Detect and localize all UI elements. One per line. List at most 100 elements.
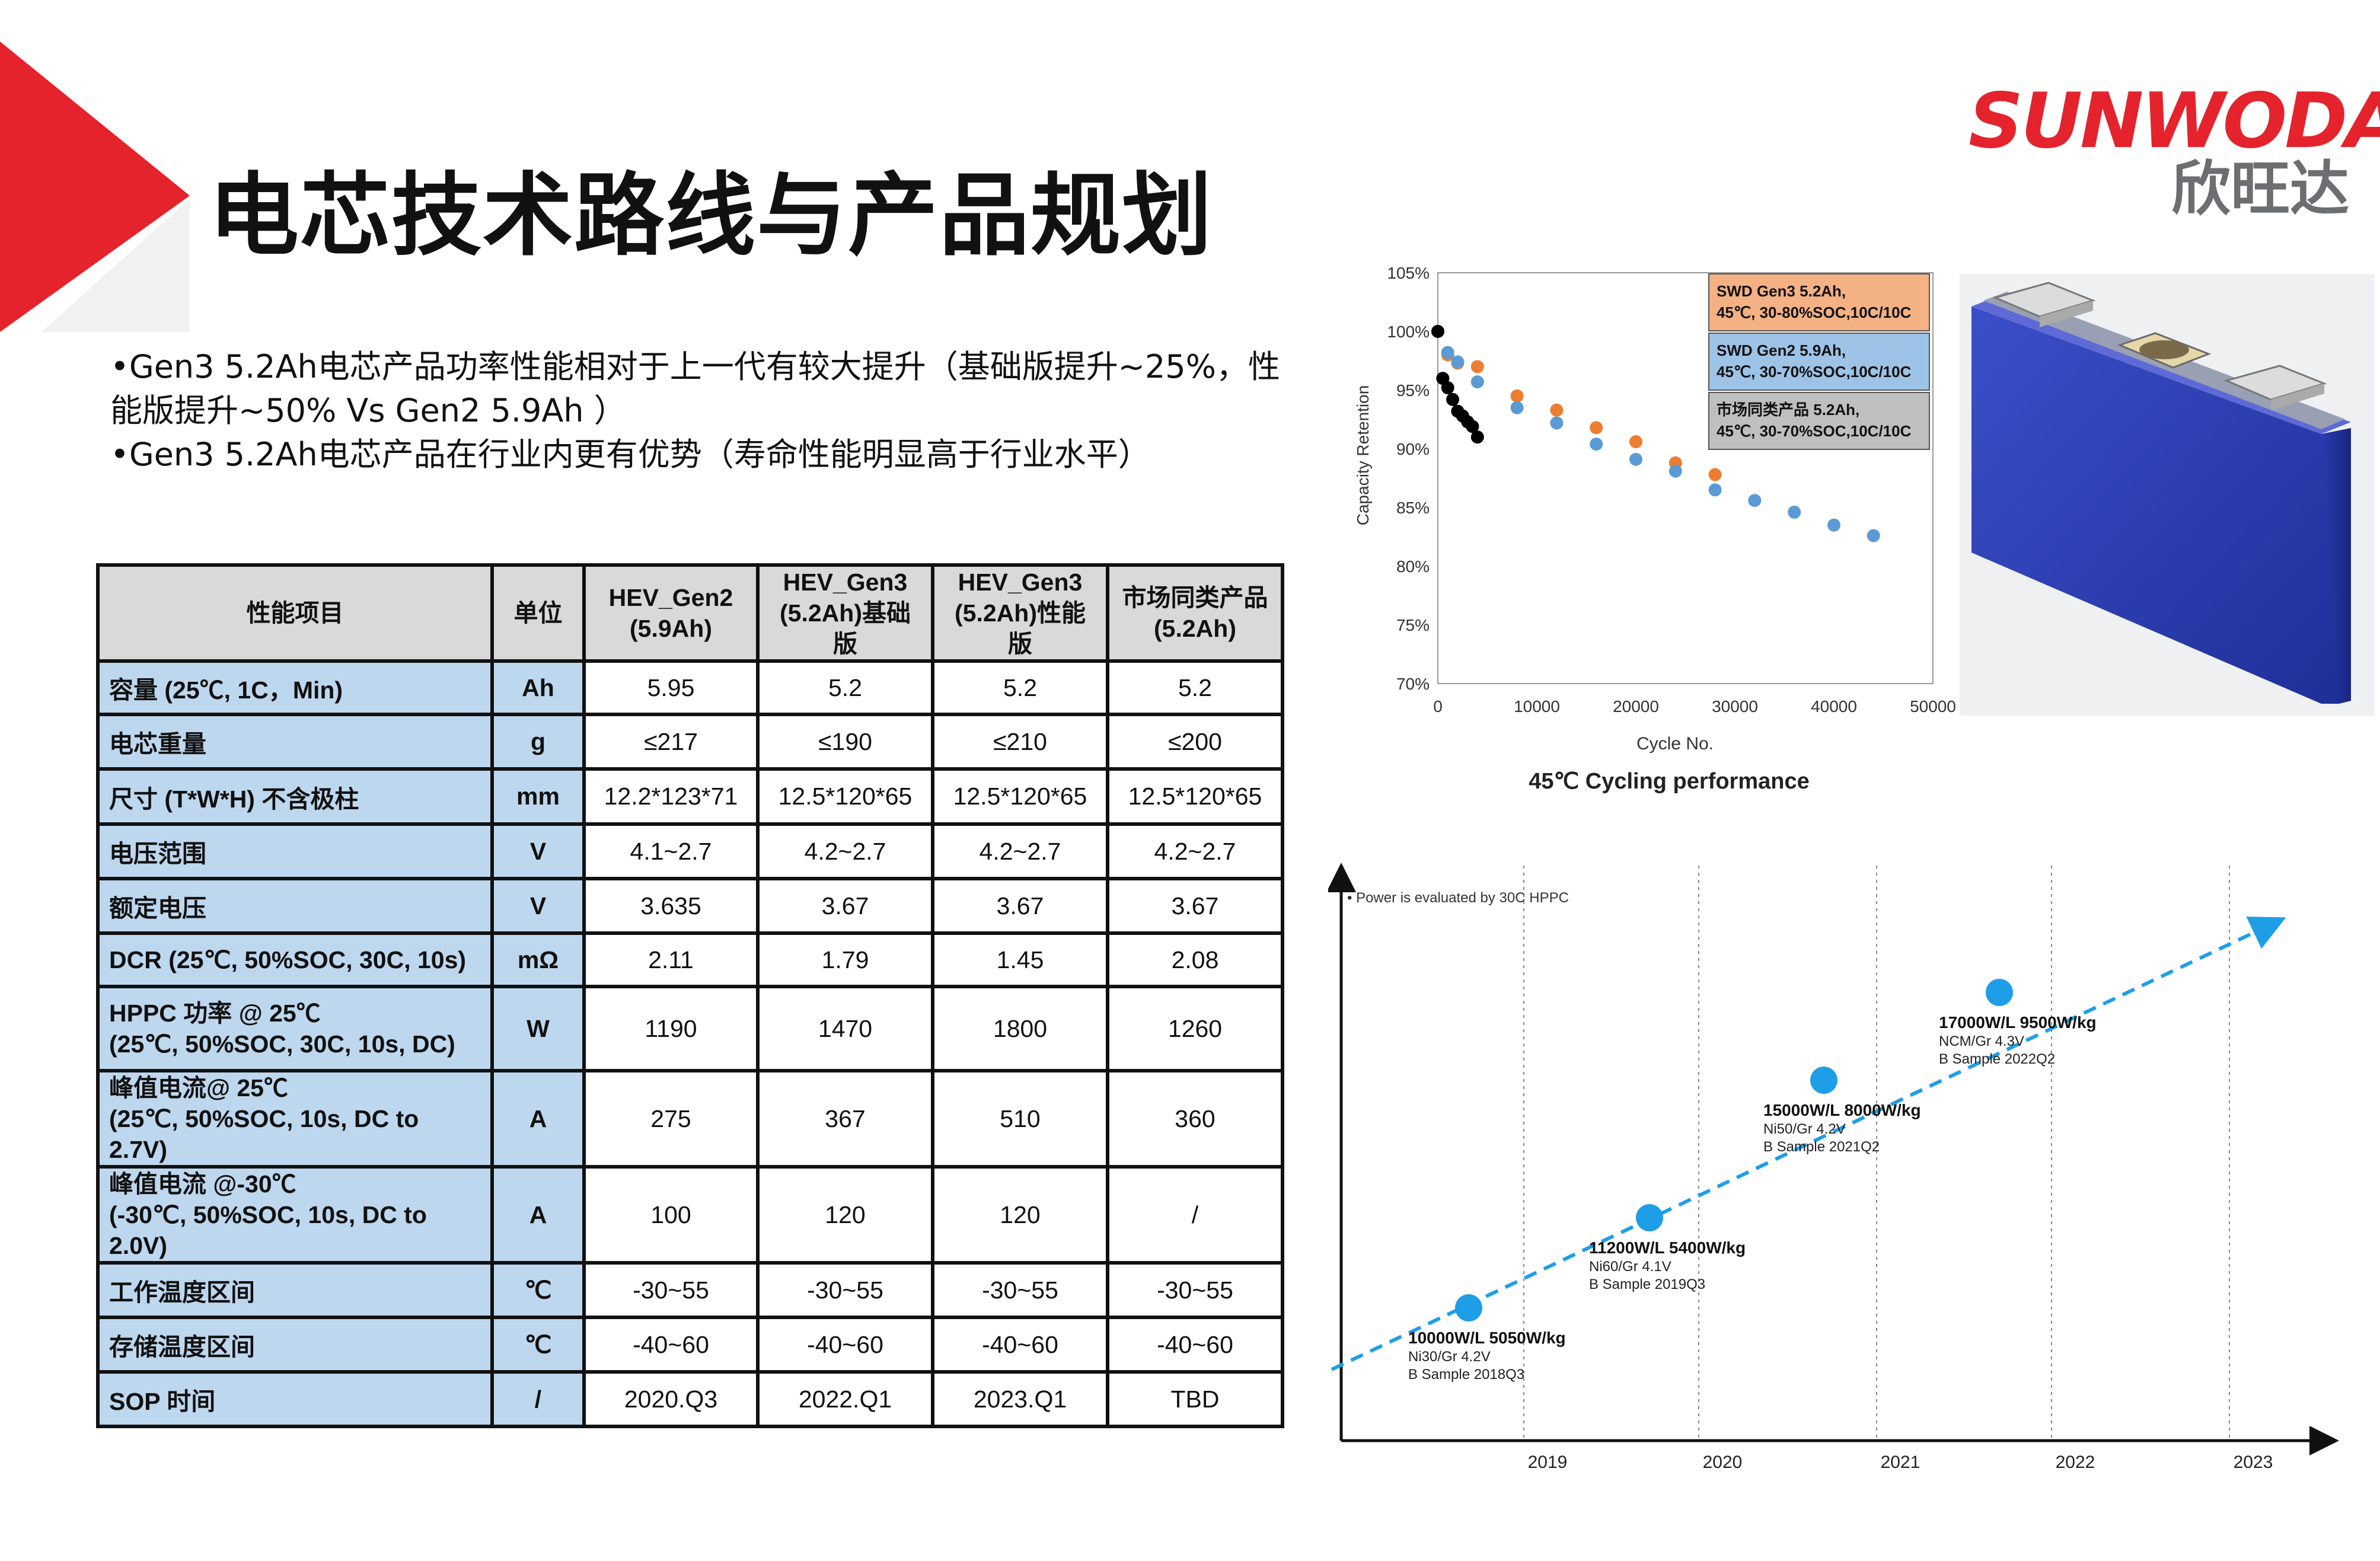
trend-line [1331, 917, 2286, 1371]
roadmap-point [1810, 1067, 1837, 1094]
header-text: HEV_Gen3 [958, 569, 1083, 596]
legend-entry [1708, 273, 1930, 331]
header-text: (5.2Ah) [1154, 615, 1236, 642]
row-label: DCR (25℃, 50%SOC, 30C, 10s) [96, 931, 494, 988]
row-unit: g [490, 713, 586, 771]
y-tick-label: 95% [1396, 381, 1430, 400]
logo-text-en: SUNWODA [1969, 77, 2380, 165]
header-text: 市场同类产品 [1122, 584, 1268, 611]
row-value: -40~60 [931, 1316, 1109, 1374]
row-value: 12.2*123*71 [582, 767, 760, 826]
data-point [1510, 389, 1524, 403]
table-row: 峰值电流 @-30℃ (-30℃, 50%SOC, 10s, DC to 2.0… [96, 1165, 1284, 1265]
row-value: TBD [1106, 1370, 1284, 1428]
row-value: ≤210 [931, 713, 1109, 771]
year-tick-label: 2021 [1881, 1453, 1920, 1472]
data-point [1470, 360, 1484, 374]
table-header-cell: 性能项目 [96, 563, 494, 663]
data-point [1470, 375, 1484, 389]
chart-axes: 70% 75% 80% 85% 90% 95% 100% 105% 0 10000 20000 300… [1387, 264, 1956, 716]
year-tick-label: 2019 [1528, 1453, 1568, 1472]
row-unit: A [490, 1069, 586, 1169]
legend-label: SWD Gen2 5.9Ah, [1717, 341, 1846, 359]
roadmap-point-chem: Ni60/Gr 4.1V [1589, 1259, 1671, 1275]
table-row: 电芯重量 g ≤217 ≤190 ≤210 ≤200 [96, 713, 1284, 771]
y-tick-label: 70% [1396, 675, 1430, 693]
year-tick-label: 2023 [2234, 1453, 2273, 1472]
row-value: 5.2 [756, 659, 934, 716]
x-tick-label: 10000 [1514, 697, 1560, 716]
row-label-text: 容量 (25℃, 1C，Min) [109, 676, 343, 704]
row-unit: / [490, 1370, 586, 1428]
row-value: 12.5*120*65 [1106, 767, 1284, 826]
table-row: 电压范围 V 4.1~2.7 4.2~2.7 4.2~2.7 4.2~2.7 [96, 822, 1284, 880]
header-text: 性能项目 [246, 599, 344, 627]
data-point [1629, 435, 1642, 449]
header-text: (5.2Ah)基础版 [780, 599, 911, 657]
x-tick-label: 40000 [1811, 697, 1857, 716]
row-value: 2020.Q3 [582, 1370, 760, 1428]
sunwoda-logo: SUNWODA 欣旺达 [1969, 77, 2380, 225]
header-text: 单位 [513, 599, 563, 627]
row-label-text: DCR (25℃, 50%SOC, 30C, 10s) [109, 946, 467, 973]
legend-label: 45℃, 30-80%SOC,10C/10C [1717, 304, 1912, 321]
row-label-text: 电芯重量 [109, 730, 206, 758]
y-tick-label: 90% [1396, 440, 1430, 458]
row-value: 5.2 [1106, 659, 1284, 716]
header-text: HEV_Gen2 [608, 584, 733, 611]
row-value: 275 [582, 1069, 760, 1169]
data-point [1590, 421, 1603, 435]
row-value: 120 [931, 1165, 1109, 1265]
row-label-text: (-30℃, 50%SOC, 10s, DC to 2.0V) [109, 1201, 427, 1259]
data-point [1550, 403, 1564, 417]
data-point [1788, 505, 1801, 519]
row-value: 3.67 [1106, 877, 1284, 935]
row-label-text: (25℃, 50%SOC, 30C, 10s, DC) [109, 1030, 455, 1058]
row-value: 100 [582, 1165, 760, 1265]
row-label: 工作温度区间 [96, 1261, 494, 1319]
table-row: HPPC 功率 @ 25℃ (25℃, 50%SOC, 30C, 10s, DC)… [96, 985, 1284, 1072]
table-row: 峰值电流@ 25℃ (25℃, 50%SOC, 10s, DC to 2.7V) A… [96, 1069, 1284, 1169]
x-tick-label: 30000 [1712, 697, 1758, 716]
row-label: 峰值电流 @-30℃ (-30℃, 50%SOC, 10s, DC to 2.0… [96, 1165, 494, 1265]
row-value: ≤217 [582, 713, 760, 771]
row-unit: Ah [490, 659, 586, 716]
data-point [1431, 325, 1444, 338]
row-value: 367 [756, 1069, 934, 1169]
roadmap-point [1636, 1204, 1663, 1231]
table-row: 容量 (25℃, 1C，Min) Ah 5.95 5.2 5.2 5.2 [96, 659, 1284, 716]
data-point [1446, 392, 1460, 406]
year-tick-label: 2020 [1703, 1453, 1743, 1472]
row-value: -30~55 [931, 1261, 1109, 1319]
roadmap-point-chem: Ni50/Gr 4.2V [1763, 1121, 1846, 1137]
table-row: 额定电压 V 3.635 3.67 3.67 3.67 [96, 877, 1284, 935]
row-value: 120 [756, 1165, 934, 1265]
row-value: 1.45 [931, 931, 1109, 988]
row-unit: A [490, 1165, 586, 1265]
summary-bullets: •Gen3 5.2Ah电芯产品功率性能相对于上一代有较大提升（基础版提升~25%… [110, 345, 1284, 477]
data-point [1550, 416, 1564, 430]
row-label: 电压范围 [96, 822, 494, 880]
row-unit: mΩ [490, 931, 586, 988]
y-tick-label: 75% [1396, 616, 1430, 634]
vent [2117, 332, 2212, 369]
row-value: 1470 [756, 985, 934, 1072]
table-header-cell: HEV_Gen3 (5.2Ah)性能版 [931, 563, 1109, 663]
row-value: 4.2~2.7 [1106, 822, 1284, 880]
row-value: 2.08 [1106, 931, 1284, 988]
chart-title: 45℃ Cycling performance [1529, 769, 1810, 794]
table-row: 存储温度区间 ℃ -40~60 -40~60 -40~60 -40~60 [96, 1316, 1284, 1374]
y-tick-label: 100% [1387, 323, 1430, 341]
legend-label: SWD Gen3 5.2Ah, [1717, 282, 1846, 300]
row-label-text: SOP 时间 [109, 1388, 216, 1415]
bullet-item: •Gen3 5.2Ah电芯产品在行业内更有优势（寿命性能明显高于行业水平） [110, 436, 1150, 473]
chart-xlabel: Cycle No. [1636, 734, 1714, 754]
row-label-text: 工作温度区间 [109, 1279, 255, 1306]
row-label-text: 存储温度区间 [109, 1333, 255, 1361]
row-label-text: 峰值电流 @-30℃ [109, 1170, 296, 1198]
table-row: 尺寸 (T*W*H) 不含极柱 mm 12.2*123*71 12.5*120*65 1… [96, 767, 1284, 826]
legend-label: 45℃, 30-70%SOC,10C/10C [1717, 422, 1912, 440]
row-value: 4.2~2.7 [931, 822, 1109, 880]
y-tick-label: 105% [1387, 264, 1430, 282]
battery-cell-image [1960, 274, 2375, 716]
